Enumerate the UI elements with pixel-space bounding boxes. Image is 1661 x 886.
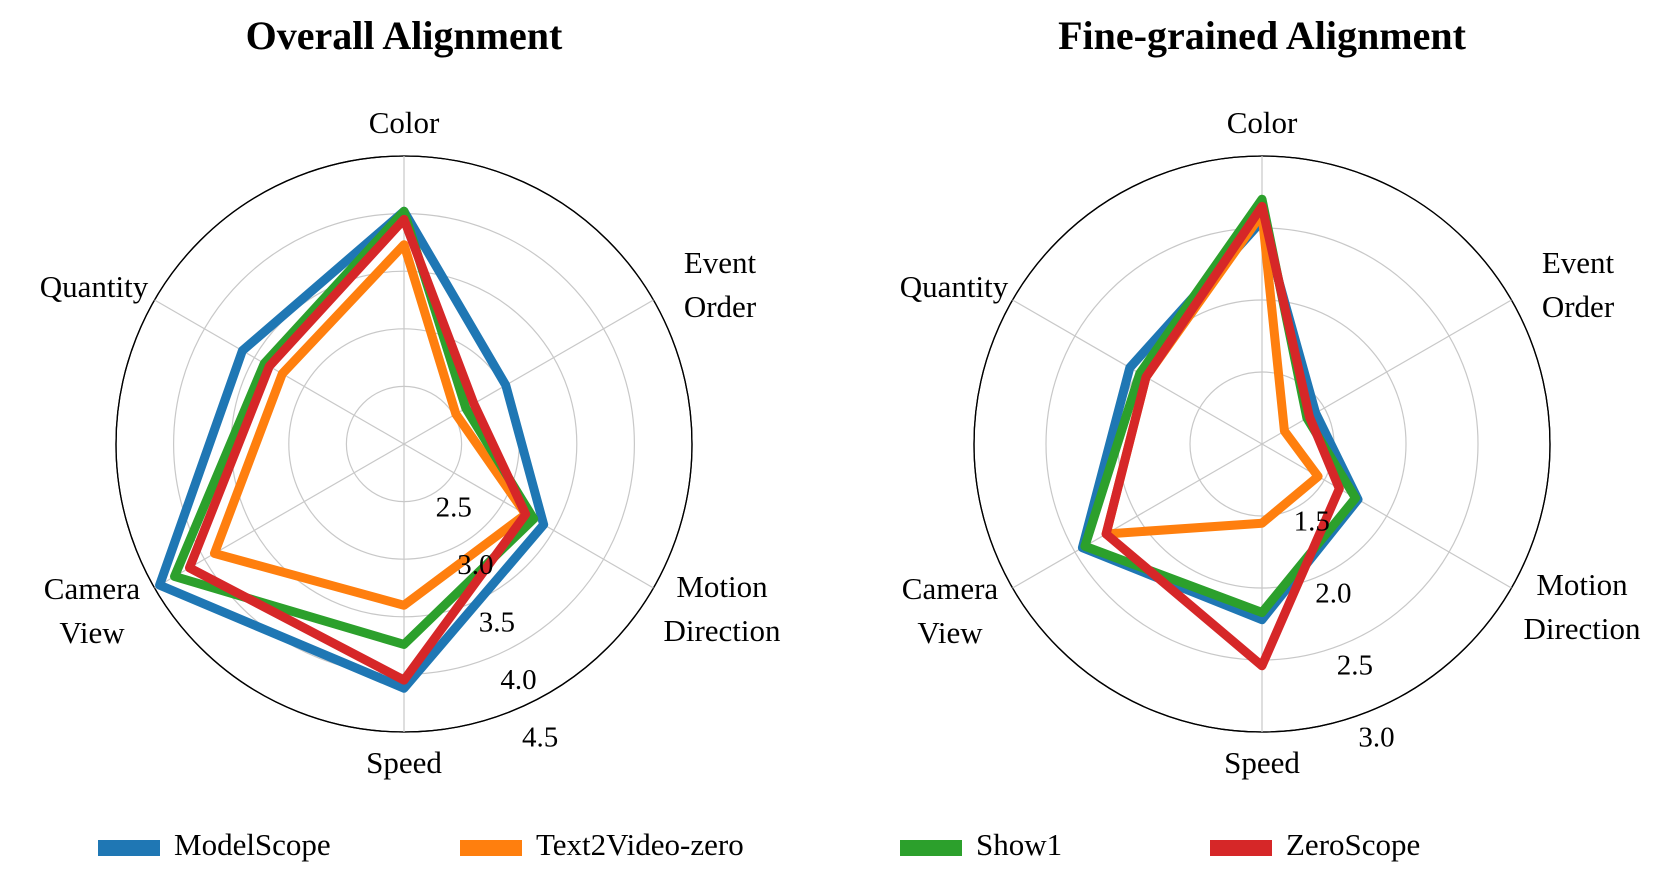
axis-label-color: Color: [369, 105, 440, 140]
series-modelscope: [155, 206, 549, 693]
legend-label-show1: Show1: [976, 827, 1062, 862]
legend-label-modelscope: ModelScope: [174, 827, 331, 862]
chart-title: Overall Alignment: [246, 13, 563, 58]
r-tick-label: 2.5: [1337, 650, 1373, 682]
series-modelscope: [1077, 216, 1363, 625]
r-tick-label: 2.5: [436, 491, 472, 523]
axis-label-quantity: Quantity: [40, 269, 149, 304]
axis-label-speed: Speed: [366, 745, 442, 780]
axis-label-event-order: Event Order: [1542, 245, 1615, 324]
r-tick-label: 4.5: [522, 722, 558, 754]
radar-chart-fine-grained-alignment: Fine-grained Alignment 1.5 2.0 2.5 3.0 Color E…: [900, 13, 1641, 780]
axis-label-event-order: Event Order: [684, 245, 757, 324]
axis-label-motion-direction: Motion Direction: [663, 569, 781, 648]
spoke: [1012, 443, 1263, 589]
legend-swatch-show1: [900, 840, 962, 856]
series-zeroscope: [1101, 201, 1344, 671]
spoke: [1261, 443, 1512, 589]
axis-label-camera-view: Camera View: [902, 571, 999, 650]
r-tick-label: 3.0: [457, 549, 493, 581]
r-tick-label: 4.0: [500, 664, 536, 696]
axis-label-color: Color: [1227, 105, 1298, 140]
chart-title: Fine-grained Alignment: [1058, 13, 1466, 58]
series-zeroscope: [185, 214, 531, 685]
axis-label-camera-view: Camera View: [44, 571, 141, 650]
legend-swatch-modelscope: [98, 840, 160, 856]
r-tick-label: 3.5: [479, 606, 515, 638]
legend: ModelScope Text2Video-zero Show1 ZeroScope: [98, 827, 1420, 862]
legend-label-text2video-zero: Text2Video-zero: [536, 827, 744, 862]
axis-label-quantity: Quantity: [900, 269, 1009, 304]
axis-label-motion-direction: Motion Direction: [1523, 567, 1641, 646]
spoke: [403, 299, 654, 445]
series-show1: [170, 206, 539, 649]
radar-chart-overall-alignment: Overall Alignment 2.5 3.0 3.5 4.0 4.5 Color Eve…: [40, 13, 781, 780]
legend-label-zeroscope: ZeroScope: [1286, 827, 1420, 862]
legend-swatch-text2video-zero: [460, 840, 522, 856]
r-tick-label: 1.5: [1294, 506, 1330, 538]
axis-label-speed: Speed: [1224, 745, 1300, 780]
r-tick-label: 3.0: [1358, 722, 1394, 754]
r-tick-label: 2.0: [1315, 578, 1351, 610]
spoke: [154, 443, 405, 589]
series-text2video-zero: [209, 240, 531, 610]
legend-swatch-zeroscope: [1210, 840, 1272, 856]
